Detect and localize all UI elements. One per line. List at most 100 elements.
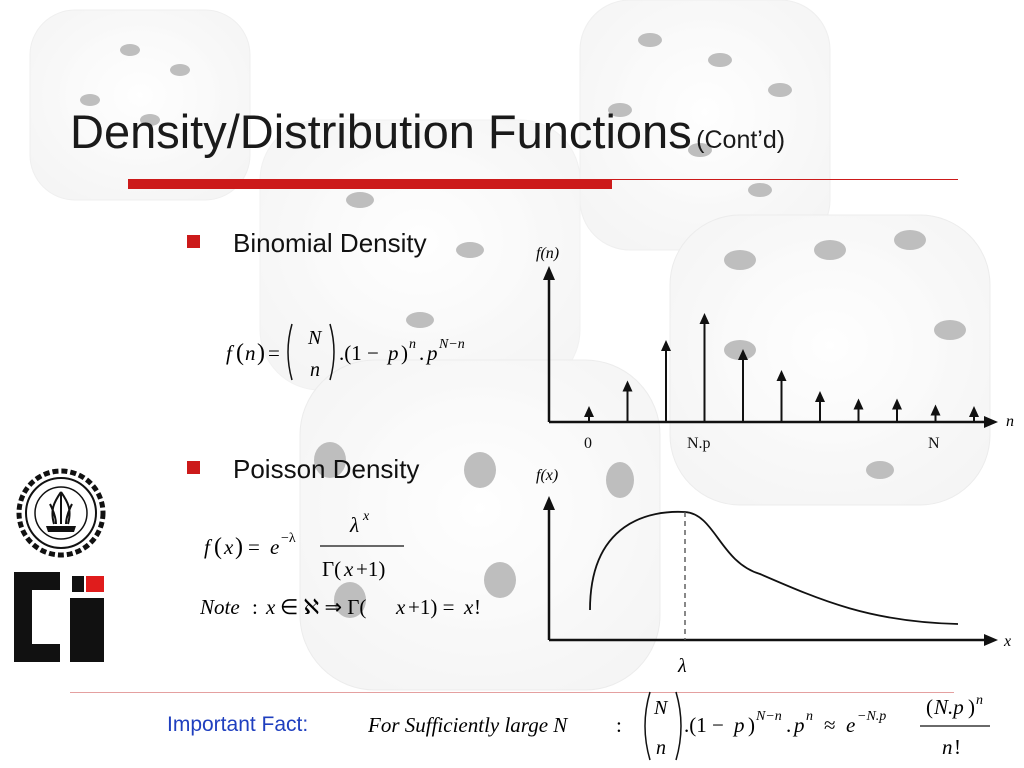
title-underline-thick xyxy=(128,179,612,189)
svg-text:(: ( xyxy=(236,340,244,366)
svg-text:): ) xyxy=(748,713,755,737)
binomial-stems xyxy=(584,313,979,421)
stem-arrow-icon xyxy=(584,406,594,417)
svg-text:n: n xyxy=(942,735,953,759)
stem-arrow-icon xyxy=(661,340,671,351)
gamma-note-formula: Note : x ∈ ℵ ⇒ Γ( x +1) = x ! xyxy=(200,595,481,619)
title-sub: (Cont’d) xyxy=(696,126,786,154)
svg-text:!: ! xyxy=(954,735,961,759)
svg-text:n: n xyxy=(976,693,983,708)
svg-text:λ: λ xyxy=(349,513,359,537)
stem-arrow-icon xyxy=(969,406,979,417)
svg-text:+1) =: +1) = xyxy=(408,595,454,619)
stem-arrow-icon xyxy=(930,404,941,416)
svg-text:N−n: N−n xyxy=(438,337,465,352)
svg-text:n: n xyxy=(806,709,813,724)
svg-text:(: ( xyxy=(926,695,933,719)
peak-label-lambda: λ xyxy=(677,655,687,677)
stem-arrow-icon xyxy=(622,380,633,392)
svg-text:f: f xyxy=(226,341,235,365)
title-underline-thin xyxy=(612,179,958,180)
important-fact-formula: For Sufficiently large N : N n .(1 − p )… xyxy=(368,691,990,761)
binomial-y-label: f(n) xyxy=(536,245,559,262)
binomial-stem-plot: f(n) n 0 N.p N xyxy=(536,245,1014,452)
svg-text:=: = xyxy=(268,341,280,365)
svg-text:f: f xyxy=(204,535,213,559)
x-axis-arrow-icon xyxy=(984,416,998,428)
stem-arrow-icon xyxy=(815,391,825,402)
svg-text:x: x xyxy=(223,535,234,559)
svg-text:): ) xyxy=(401,341,408,365)
stem-arrow-icon xyxy=(892,398,902,410)
svg-text:Note: Note xyxy=(200,595,240,619)
svg-text:.: . xyxy=(786,713,791,737)
svg-text:x: x xyxy=(395,595,406,619)
bullet-square-icon xyxy=(187,235,200,248)
svg-text:n: n xyxy=(656,737,666,759)
poisson-formula: f ( x ) = e −λ λ x Γ( x +1) xyxy=(204,509,404,581)
stem-arrow-icon xyxy=(853,398,864,410)
svg-text:.(1 −: .(1 − xyxy=(339,341,379,365)
svg-text:∈ ℵ ⇒ Γ(: ∈ ℵ ⇒ Γ( xyxy=(280,595,366,619)
svg-text:N: N xyxy=(653,697,669,719)
binomial-formula: f ( n ) = N n .(1 − p ) n . p N−n xyxy=(226,323,465,381)
svg-text:.: . xyxy=(419,341,424,365)
svg-text:≈: ≈ xyxy=(824,713,836,737)
svg-text:p: p xyxy=(425,341,438,365)
svg-text:For Sufficiently large N: For Sufficiently large N xyxy=(368,713,568,737)
bullet-square-icon xyxy=(187,461,200,474)
tick-label-n: N xyxy=(928,435,940,452)
title-main: Density/Distribution Functions xyxy=(70,105,692,158)
svg-text:p: p xyxy=(792,713,805,737)
svg-text:p: p xyxy=(386,341,399,365)
svg-text:.(1 −: .(1 − xyxy=(684,713,724,737)
svg-text:p: p xyxy=(732,713,745,737)
university-seal-logo xyxy=(16,468,106,558)
svg-text:n: n xyxy=(310,359,320,381)
svg-text:N.p: N.p xyxy=(933,695,964,719)
svg-text:e: e xyxy=(846,713,855,737)
bullet-binomial: Binomial Density xyxy=(187,228,427,259)
bullet-poisson-label: Poisson Density xyxy=(233,454,420,484)
svg-text:e: e xyxy=(270,535,279,559)
svg-text:+1): +1) xyxy=(356,557,385,581)
poisson-density-plot: f(x) x λ xyxy=(536,467,1011,677)
slide-title: Density/Distribution Functions (Cont’d) xyxy=(70,104,785,159)
y-axis-arrow-icon xyxy=(543,496,555,510)
svg-text:−N.p: −N.p xyxy=(857,709,886,724)
bullet-poisson: Poisson Density xyxy=(187,454,420,485)
svg-text:x: x xyxy=(265,595,276,619)
ci-logo xyxy=(14,572,104,662)
svg-text:): ) xyxy=(235,534,243,560)
important-fact-label: Important Fact: xyxy=(167,713,309,736)
svg-text:Γ(: Γ( xyxy=(322,557,341,581)
x-axis-arrow-icon xyxy=(984,634,998,646)
svg-text:=: = xyxy=(248,535,260,559)
svg-text:x: x xyxy=(362,509,370,524)
footer-rule xyxy=(70,692,954,693)
svg-text:): ) xyxy=(968,695,975,719)
svg-text::: : xyxy=(616,713,622,737)
svg-text:): ) xyxy=(257,340,265,366)
svg-text:−λ: −λ xyxy=(281,531,296,546)
bullet-binomial-label: Binomial Density xyxy=(233,228,427,258)
svg-text:(: ( xyxy=(214,534,222,560)
tick-label-0: 0 xyxy=(584,435,592,452)
y-axis-arrow-icon xyxy=(543,266,555,280)
poisson-curve xyxy=(589,510,959,625)
svg-text:x: x xyxy=(463,595,474,619)
tick-label-np: N.p xyxy=(687,435,711,452)
svg-text:N: N xyxy=(307,327,323,349)
stem-arrow-icon xyxy=(776,370,787,381)
svg-text:!: ! xyxy=(474,595,481,619)
svg-text:n: n xyxy=(245,341,256,365)
stem-arrow-icon xyxy=(738,349,748,360)
stem-arrow-icon xyxy=(699,313,710,324)
svg-text:N−n: N−n xyxy=(755,709,782,724)
poisson-x-label: x xyxy=(1003,633,1011,650)
svg-text::: : xyxy=(252,595,258,619)
svg-text:n: n xyxy=(409,337,416,352)
poisson-y-label: f(x) xyxy=(536,467,558,484)
binomial-x-label: n xyxy=(1006,413,1014,430)
